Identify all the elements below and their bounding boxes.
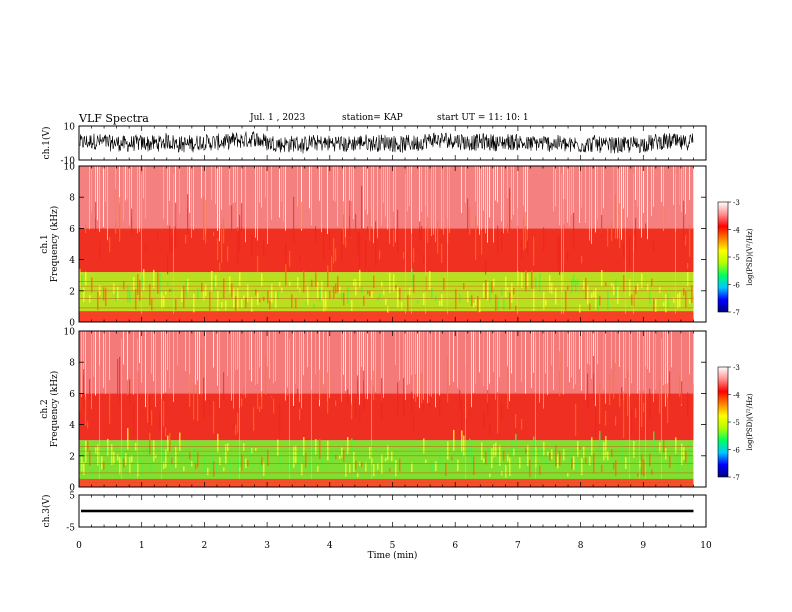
y-tick-label: 10 [64,163,76,173]
colorbar-tick-label: -3 [733,199,740,207]
start-time-label: start UT = 11: 10: 1 [437,113,529,123]
colorbar-label: log(PSD)(V²/Hz) [746,393,754,450]
frequency-band [79,393,694,441]
y-tick-label: 4 [69,256,75,266]
y-tick-label: 8 [69,194,75,204]
x-tick-label: 5 [390,541,396,551]
y-tick-label: 6 [69,390,75,400]
y-tick-label: 6 [69,225,75,235]
y-tick-label: -5 [66,524,75,534]
y-tick-label: 0 [69,484,75,494]
colorbar-tick-label: -7 [733,309,740,317]
colorbar-tick-label: -4 [733,392,740,400]
x-tick-label: 4 [327,541,333,551]
colorbar-tick-label: -6 [733,282,740,290]
x-tick-label: 7 [515,541,521,551]
y-tick-label: 5 [69,492,75,502]
spectrogram-image [79,331,694,487]
colorbar-tick-label: -5 [733,254,740,262]
y-tick-label: -10 [61,157,76,167]
x-tick-label: 8 [578,541,584,551]
y-tick-label: 10 [64,328,76,338]
y-tick-label: 2 [69,452,75,462]
frequency-band [79,311,694,322]
date-label: Jul. 1 , 2023 [250,113,306,123]
waveform-trace [81,509,694,513]
colorbar: -3 -4 -5 -6 -7 log(PSD)(V²/Hz) [717,364,754,482]
y-axis-label: ch.1(V) [41,127,52,160]
colorbar-tick-label: -4 [733,227,740,235]
figure-title: VLF Spectra [79,112,149,125]
frequency-band [79,331,694,394]
y-axis-label: ch.2Frequency (kHz) [40,371,60,448]
x-tick-label: 2 [202,541,208,551]
frequency-band [79,479,694,487]
ch1-spectrogram-panel: 10 8 6 4 2 0 ch.1Frequency (kHz) [40,163,707,329]
y-tick-label: 4 [69,421,75,431]
x-tick-label: 10 [700,541,712,551]
x-tick-label: 3 [264,541,270,551]
x-tick-label: 1 [139,541,145,551]
ch3-waveform-panel: 5 -5 ch.3(V) [41,492,707,534]
colorbar-tick-label: -7 [733,474,740,482]
colorbar-tick-label: -5 [733,419,740,427]
colorbar-tick-label: -3 [733,364,740,372]
y-tick-label: 0 [69,319,75,329]
y-tick-label: 2 [69,287,75,297]
y-axis-label: ch.3(V) [41,495,52,528]
colorbar: -3 -4 -5 -6 -7 log(PSD)(V²/Hz) [717,199,754,317]
x-tick-label: 9 [640,541,646,551]
spectrogram-image [79,166,694,322]
colorbar-tick-label: -6 [733,447,740,455]
y-tick-label: 10 [64,123,76,133]
station-label: station= KAP [342,113,403,123]
y-tick-label: 8 [69,359,75,369]
x-tick-label: 6 [452,541,458,551]
ch1-waveform-panel: 10 -10 ch.1(V) [41,123,707,167]
waveform-trace [79,131,694,154]
y-axis-label: ch.1Frequency (kHz) [40,206,60,283]
x-axis-label: Time (min) [368,550,418,561]
colorbar-label: log(PSD)(V²/Hz) [746,228,754,285]
x-tick-label: 0 [76,541,82,551]
ch2-spectrogram-panel: 10 8 6 4 2 0 ch.2Frequency (kHz) [40,328,707,494]
